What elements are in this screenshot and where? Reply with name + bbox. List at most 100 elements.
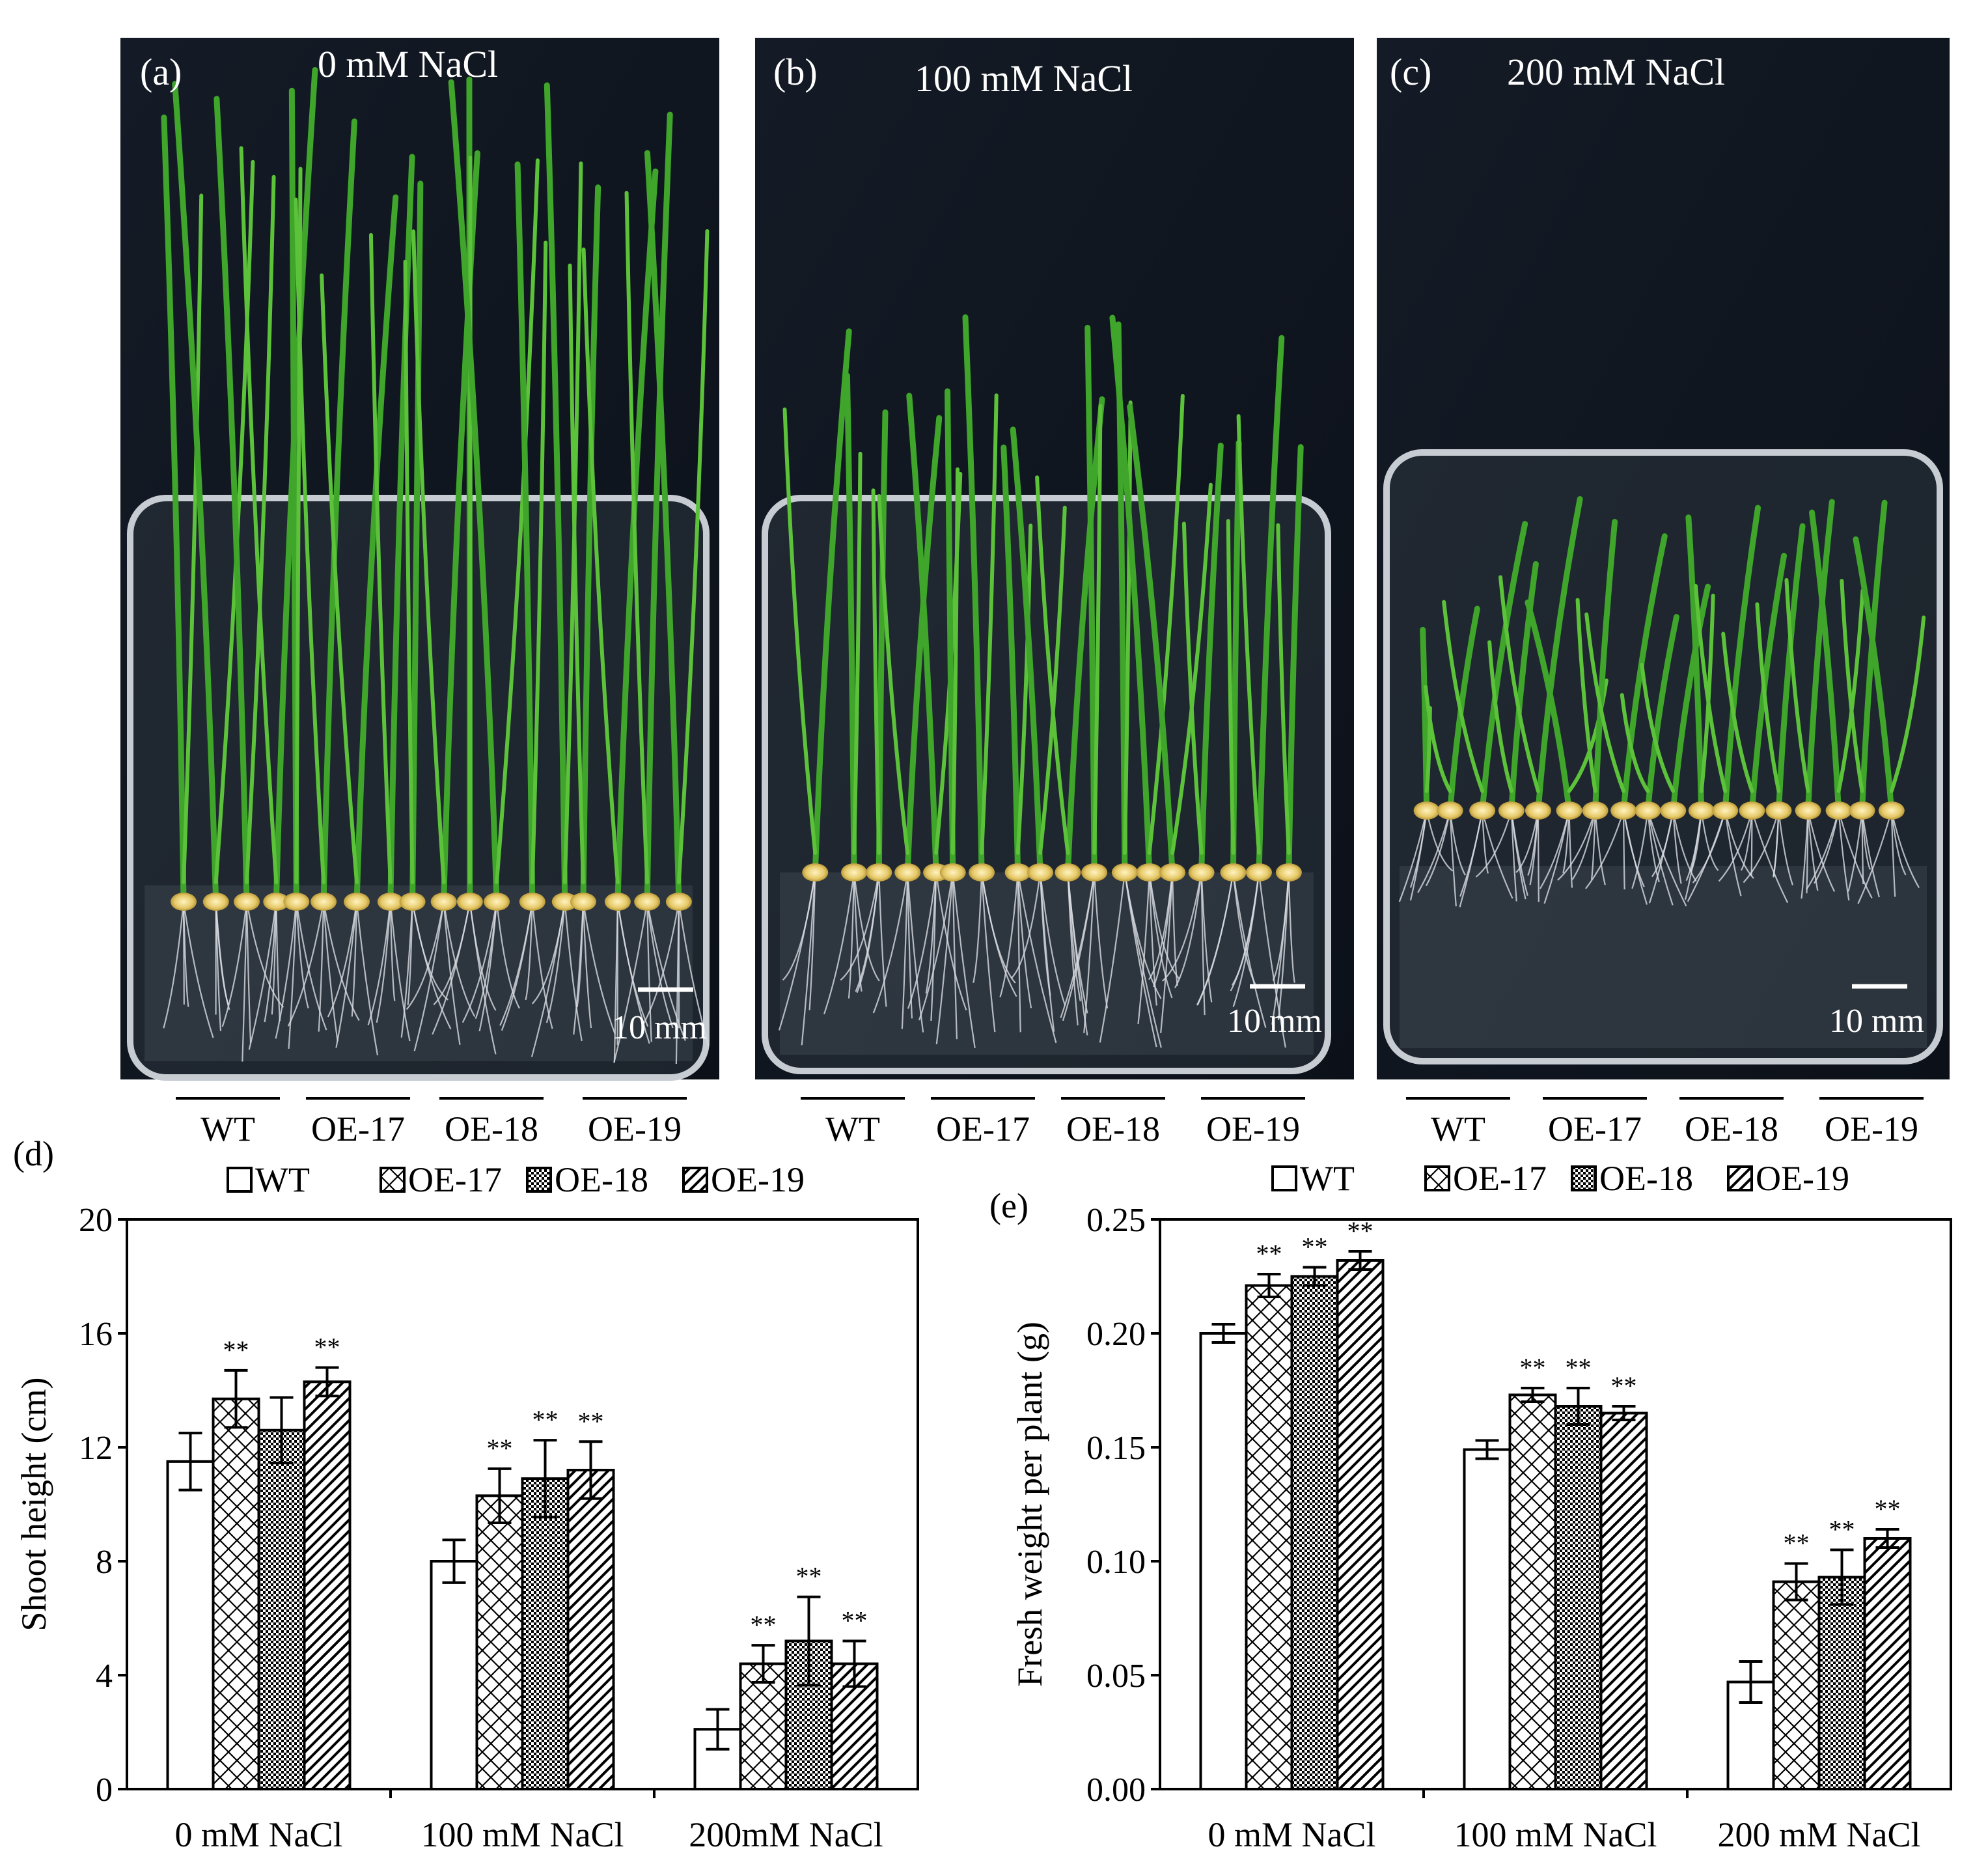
shoot: [580, 184, 601, 905]
condition-label-c: 200 mM NaCl: [1507, 51, 1725, 93]
leaf: [530, 240, 548, 884]
root: [1585, 810, 1625, 889]
bar-OE-18-1: [521, 1477, 570, 1790]
root: [406, 901, 445, 1010]
shoot: [812, 328, 852, 876]
root: [1482, 810, 1489, 874]
bar-OE-19-2: [1863, 1537, 1912, 1790]
y-tick-label: 0.20: [1086, 1316, 1146, 1353]
shoot: [1198, 442, 1224, 876]
root: [1590, 810, 1596, 880]
seed: [841, 863, 868, 882]
panel-label-b: (b): [773, 51, 818, 93]
seed: [1111, 863, 1138, 882]
seed: [894, 863, 921, 882]
root: [856, 872, 880, 994]
root: [801, 872, 816, 1046]
root: [545, 901, 566, 1023]
leaf: [1584, 612, 1626, 793]
root: [616, 901, 649, 1027]
y-tick-label: 16: [79, 1316, 113, 1353]
root: [853, 872, 880, 982]
root: [355, 901, 379, 1056]
bar-OE-18-0: [1290, 1275, 1339, 1790]
x-tick-label: 0 mM NaCl: [1208, 1815, 1375, 1849]
seed: [1498, 801, 1525, 820]
root: [1647, 810, 1687, 907]
root: [1449, 810, 1457, 907]
leaf: [568, 263, 585, 884]
root: [1196, 872, 1234, 1006]
bar-OE-18-1: [1554, 1405, 1603, 1790]
seed: [604, 893, 631, 911]
root: [564, 901, 583, 1042]
seed: [1582, 801, 1608, 820]
leaf: [1181, 521, 1204, 855]
root: [1651, 810, 1674, 878]
seed: [519, 893, 545, 911]
root: [1807, 810, 1836, 892]
y-tick-label: 0.25: [1086, 1202, 1146, 1239]
root: [1272, 872, 1290, 981]
seed: [802, 863, 829, 882]
photo-panels: (a) 0 mM NaCl 10 mm (b) 100 mM NaCl 10 m…: [120, 38, 1950, 1081]
y-axis-label: Shoot height (cm): [14, 1378, 53, 1632]
seed: [484, 893, 510, 911]
root: [1417, 810, 1451, 893]
root: [1010, 872, 1042, 979]
root: [848, 872, 855, 999]
root: [1060, 872, 1096, 1018]
leaf: [294, 167, 303, 884]
root: [1510, 810, 1528, 896]
root: [1623, 810, 1625, 890]
root: [935, 872, 954, 1045]
legend-label-OE-19: OE-19: [1756, 1159, 1849, 1198]
seed: [430, 893, 457, 911]
bar-OE-18-2: [1817, 1576, 1866, 1790]
root: [1751, 810, 1789, 904]
shoot: [1644, 614, 1679, 814]
root: [646, 901, 652, 1042]
shoot: [1620, 533, 1668, 814]
significance-label: **: [1829, 1515, 1855, 1544]
shoot: [1592, 519, 1618, 814]
root: [367, 901, 391, 1025]
seed: [551, 893, 578, 911]
photo-panel-a: (a) 0 mM NaCl 10 mm: [120, 38, 719, 1081]
seed: [1136, 863, 1163, 882]
shoot: [1722, 505, 1761, 814]
y-tick-label: 0.15: [1086, 1430, 1146, 1467]
leaf: [239, 146, 279, 884]
genotype-labels: WT OE-17 OE-18 OE-19 WT OE-17 OE-18 OE-19 WT OE-1…: [176, 1097, 1924, 1148]
leaf: [1575, 598, 1597, 793]
legend-label-OE-18: OE-18: [1599, 1159, 1693, 1198]
leaf: [1755, 602, 1781, 793]
shoot: [1256, 335, 1285, 876]
genotype-label: WT: [200, 1109, 255, 1148]
root: [1647, 810, 1674, 906]
bar-WT-1: [430, 1560, 478, 1790]
bar-OE-19-0: [1336, 1259, 1385, 1790]
root: [215, 901, 222, 1031]
root: [1482, 810, 1513, 899]
significance-label: **: [532, 1405, 559, 1434]
bar-OE-17-0: [1245, 1284, 1293, 1790]
seed: [634, 893, 661, 911]
root: [248, 901, 277, 1050]
root: [1537, 810, 1539, 902]
shoot: [614, 168, 659, 905]
panel-label-c: (c): [1390, 51, 1431, 93]
seed: [1825, 801, 1852, 820]
root: [576, 901, 585, 1008]
seed: [665, 893, 692, 911]
seed: [1469, 801, 1496, 820]
root: [296, 901, 327, 1031]
seed: [456, 893, 483, 911]
shoot: [1853, 536, 1895, 814]
seed: [1055, 863, 1081, 882]
bar-OE-17-2: [1772, 1580, 1821, 1790]
scale-bar-label-c: 10 mm: [1829, 1003, 1924, 1040]
root: [999, 872, 1019, 997]
root: [1160, 872, 1174, 1033]
root: [1631, 810, 1649, 889]
